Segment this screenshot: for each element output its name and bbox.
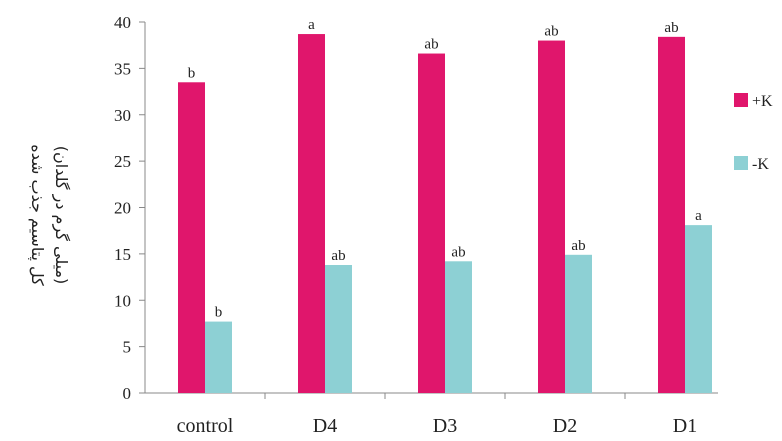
data-label: ab xyxy=(331,248,345,264)
bar-plus-k xyxy=(658,36,685,394)
y-tick-label: 30 xyxy=(114,106,131,125)
legend-swatch xyxy=(734,156,748,170)
y-tick-label: 5 xyxy=(123,338,132,357)
y-axis-label: کل پتاسیم جذب شده (میلی گرم در گلدان) xyxy=(27,144,71,286)
data-label: ab xyxy=(424,37,438,53)
y-tick-label: 15 xyxy=(114,245,131,264)
data-label: a xyxy=(695,208,702,224)
y-axis-label-line-1: کل پتاسیم جذب شده xyxy=(27,144,47,286)
legend-swatch xyxy=(734,93,748,107)
bar-minus-k xyxy=(205,321,232,393)
y-tick-label: 20 xyxy=(114,199,131,218)
axes: 0 5 10 15 20 25 30 35 40 control D4 D3 D2 D1 xyxy=(114,13,718,437)
data-label: ab xyxy=(451,244,465,260)
x-tick-label: D1 xyxy=(673,415,697,437)
data-label: b xyxy=(188,65,196,81)
y-tick-label: 35 xyxy=(114,59,131,78)
legend-label: +K xyxy=(752,93,773,110)
data-label: ab xyxy=(544,24,558,40)
bar-plus-k xyxy=(538,40,565,394)
data-label: b xyxy=(215,305,223,321)
bar-plus-k xyxy=(298,34,325,394)
x-tick-label: control xyxy=(177,415,234,437)
bar-plus-k xyxy=(418,53,445,393)
y-tick-label: 0 xyxy=(123,384,132,403)
data-label: ab xyxy=(664,20,678,36)
legend: +K -K xyxy=(734,93,773,173)
bar-minus-k xyxy=(325,265,352,393)
data-label: a xyxy=(308,17,315,33)
x-tick-label: D3 xyxy=(433,415,457,437)
bar-minus-k xyxy=(685,225,712,393)
y-tick-label: 25 xyxy=(114,152,131,171)
data-label: ab xyxy=(571,238,585,254)
y-tick-label: 40 xyxy=(114,13,131,32)
x-tick-label: D2 xyxy=(553,415,577,437)
y-tick-label: 10 xyxy=(114,291,131,310)
bar-minus-k xyxy=(565,254,592,393)
legend-label: -K xyxy=(752,156,769,173)
bars: b a ab ab ab b ab ab ab a xyxy=(178,17,712,394)
bar-plus-k xyxy=(178,82,205,393)
y-axis-label-line-2: (میلی گرم در گلدان) xyxy=(51,146,71,284)
bar-minus-k xyxy=(445,261,472,393)
x-tick-label: D4 xyxy=(313,415,337,437)
